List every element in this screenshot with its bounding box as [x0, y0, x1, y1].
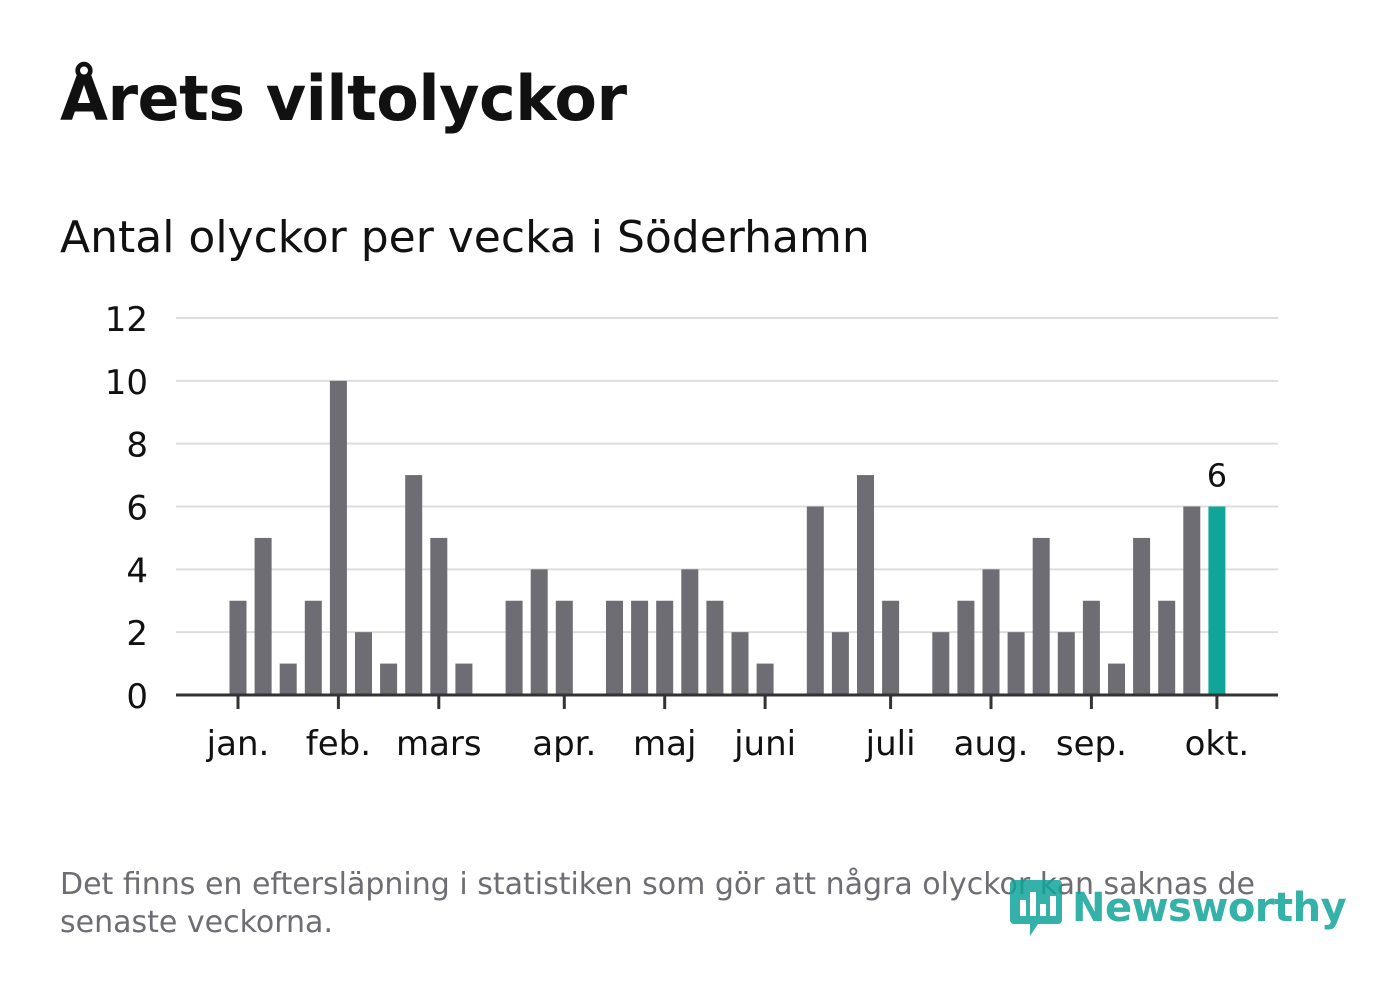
- x-tick-label: juni: [733, 724, 796, 764]
- chart-subtitle: Antal olyckor per vecka i Söderhamn: [60, 212, 870, 263]
- data-label: 6: [1207, 457, 1227, 495]
- bar: [857, 475, 874, 695]
- bar: [1082, 600, 1100, 695]
- bar: [631, 600, 649, 695]
- x-tick-label: aug.: [954, 724, 1029, 764]
- bar: [329, 380, 347, 695]
- bar: [681, 569, 699, 695]
- x-tick-label: feb.: [306, 724, 371, 764]
- bar: [355, 632, 372, 695]
- bar: [1133, 537, 1151, 695]
- bar: [254, 537, 272, 695]
- bar: [555, 600, 573, 695]
- bar-highlight: [1208, 506, 1226, 695]
- bar: [455, 663, 473, 695]
- x-tick-label: juli: [865, 724, 916, 764]
- bar-layer: [229, 380, 1226, 695]
- x-tick-label: apr.: [532, 724, 596, 764]
- bar: [1032, 537, 1050, 695]
- y-tick-label: 6: [126, 489, 148, 529]
- bar: [806, 506, 824, 695]
- bar: [430, 537, 448, 695]
- bar: [380, 663, 398, 695]
- bar: [606, 600, 623, 695]
- bar: [882, 600, 900, 695]
- bar: [932, 632, 950, 695]
- bar: [831, 632, 849, 695]
- bar: [304, 600, 322, 695]
- bar: [756, 663, 774, 695]
- bar: [279, 663, 297, 695]
- y-tick-label: 12: [105, 300, 148, 340]
- bar: [706, 600, 724, 695]
- bar: [505, 600, 523, 695]
- chart-title: Årets viltolyckor: [60, 62, 627, 135]
- bar: [530, 569, 548, 695]
- brand-name: Newsworthy: [1072, 885, 1347, 931]
- bar: [731, 632, 749, 695]
- newsworthy-logo-icon: [1010, 880, 1062, 936]
- bar: [656, 600, 674, 695]
- bar: [957, 600, 975, 695]
- bar: [1183, 506, 1201, 695]
- y-tick-label: 0: [126, 677, 148, 717]
- y-tick-label: 8: [126, 426, 148, 466]
- x-tick-label: sep.: [1056, 724, 1127, 764]
- axis-layer: 0 2 4 6 8 10 12 6 jan. feb. mars apr. maj juni juli aug…: [105, 300, 1278, 764]
- x-tick-label: maj: [633, 724, 696, 764]
- bar: [1057, 632, 1075, 695]
- bar: [229, 600, 247, 695]
- x-tick-label: okt.: [1185, 724, 1250, 764]
- y-tick-label: 10: [105, 363, 148, 403]
- bar: [1158, 600, 1176, 695]
- bar: [1108, 663, 1125, 695]
- x-tick-label: mars: [396, 724, 482, 764]
- y-tick-label: 4: [126, 551, 148, 591]
- newsworthy-logo: Newsworthy: [1008, 876, 1347, 940]
- x-tick-label: jan.: [206, 724, 270, 764]
- bar: [405, 475, 423, 695]
- y-tick-label: 2: [126, 614, 148, 654]
- bar: [1007, 632, 1025, 695]
- bar: [982, 569, 1000, 695]
